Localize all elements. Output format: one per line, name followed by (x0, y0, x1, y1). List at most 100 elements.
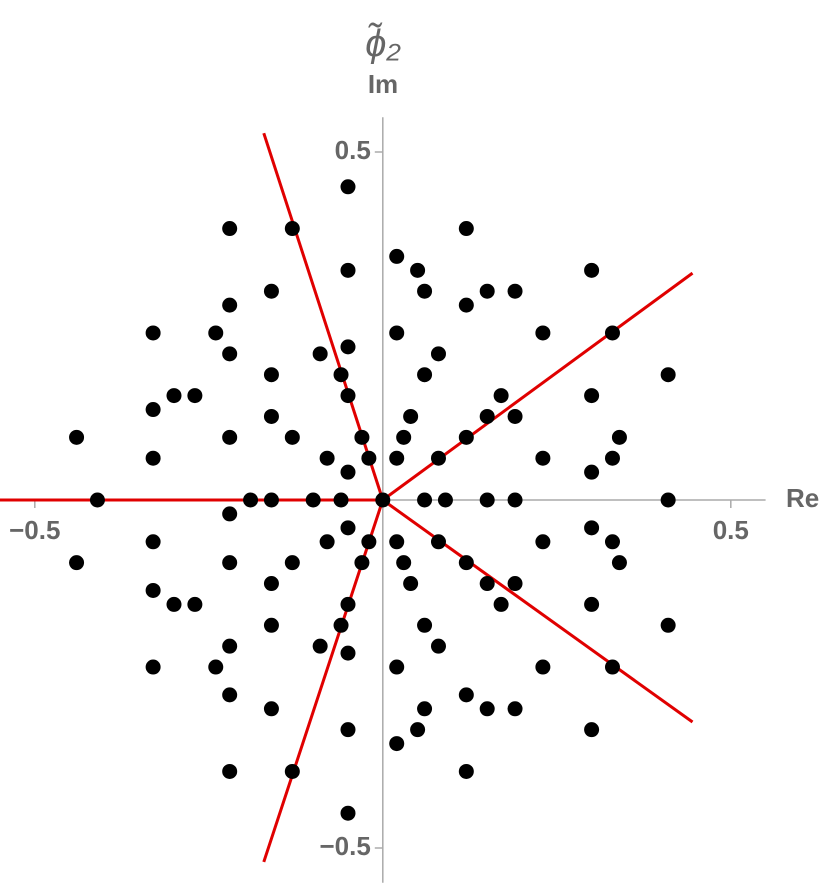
point (145, 582, 161, 598)
point (493, 596, 509, 612)
x-tick-label: −0.5 (9, 515, 60, 545)
point (396, 555, 412, 571)
point (166, 596, 182, 612)
point (389, 736, 405, 752)
point (243, 492, 259, 508)
point (340, 596, 356, 612)
point (305, 492, 321, 508)
point (660, 492, 676, 508)
point (187, 596, 203, 612)
y-tick-label: 0.5 (335, 135, 371, 165)
point (430, 534, 446, 550)
point (389, 248, 405, 264)
point (340, 722, 356, 738)
ray-line (262, 499, 385, 863)
point (604, 659, 620, 675)
point (417, 367, 433, 383)
point (208, 325, 224, 341)
point (333, 617, 349, 633)
point (437, 492, 453, 508)
point (493, 388, 509, 404)
point (312, 346, 328, 362)
point (604, 325, 620, 341)
point (263, 492, 279, 508)
point (284, 555, 300, 571)
point (340, 520, 356, 536)
point (479, 408, 495, 424)
point (361, 450, 377, 466)
point (263, 283, 279, 299)
point (284, 429, 300, 445)
point (458, 429, 474, 445)
point (458, 555, 474, 571)
point (584, 464, 600, 480)
point (507, 492, 523, 508)
point (284, 763, 300, 779)
point (458, 297, 474, 313)
point (535, 659, 551, 675)
point (458, 687, 474, 703)
point (535, 450, 551, 466)
point (430, 638, 446, 654)
point (430, 346, 446, 362)
point (417, 283, 433, 299)
point (479, 492, 495, 508)
point (361, 534, 377, 550)
point (507, 283, 523, 299)
point (479, 283, 495, 299)
point (284, 221, 300, 237)
x-tick-label: 0.5 (713, 515, 749, 545)
point (145, 659, 161, 675)
point (145, 450, 161, 466)
point (660, 367, 676, 383)
point (222, 221, 238, 237)
point (208, 659, 224, 675)
point (145, 402, 161, 418)
point (263, 617, 279, 633)
point (354, 555, 370, 571)
point (389, 534, 405, 550)
point (507, 408, 523, 424)
point (417, 492, 433, 508)
point (340, 805, 356, 821)
point (396, 429, 412, 445)
point (430, 450, 446, 466)
point (354, 429, 370, 445)
point (584, 596, 600, 612)
point (222, 506, 238, 522)
y-axis-label: Im (368, 69, 398, 99)
point (660, 617, 676, 633)
point (417, 701, 433, 717)
point (333, 492, 349, 508)
ray-line (262, 132, 385, 501)
point (604, 534, 620, 550)
point (312, 638, 328, 654)
point (145, 325, 161, 341)
point (389, 325, 405, 341)
point (611, 429, 627, 445)
point (458, 221, 474, 237)
point (222, 429, 238, 445)
ray-line (381, 271, 694, 502)
point (403, 408, 419, 424)
point (333, 367, 349, 383)
point (507, 576, 523, 592)
x-axis-label: Re (786, 483, 819, 513)
point (604, 450, 620, 466)
point (222, 687, 238, 703)
point (145, 534, 161, 550)
point (69, 429, 85, 445)
point (69, 555, 85, 571)
point (340, 388, 356, 404)
point (389, 450, 405, 466)
point (340, 339, 356, 355)
point (222, 346, 238, 362)
ray-line (381, 498, 694, 724)
point (584, 388, 600, 404)
point (458, 763, 474, 779)
point (263, 408, 279, 424)
point (410, 262, 426, 278)
point (263, 576, 279, 592)
point (479, 701, 495, 717)
